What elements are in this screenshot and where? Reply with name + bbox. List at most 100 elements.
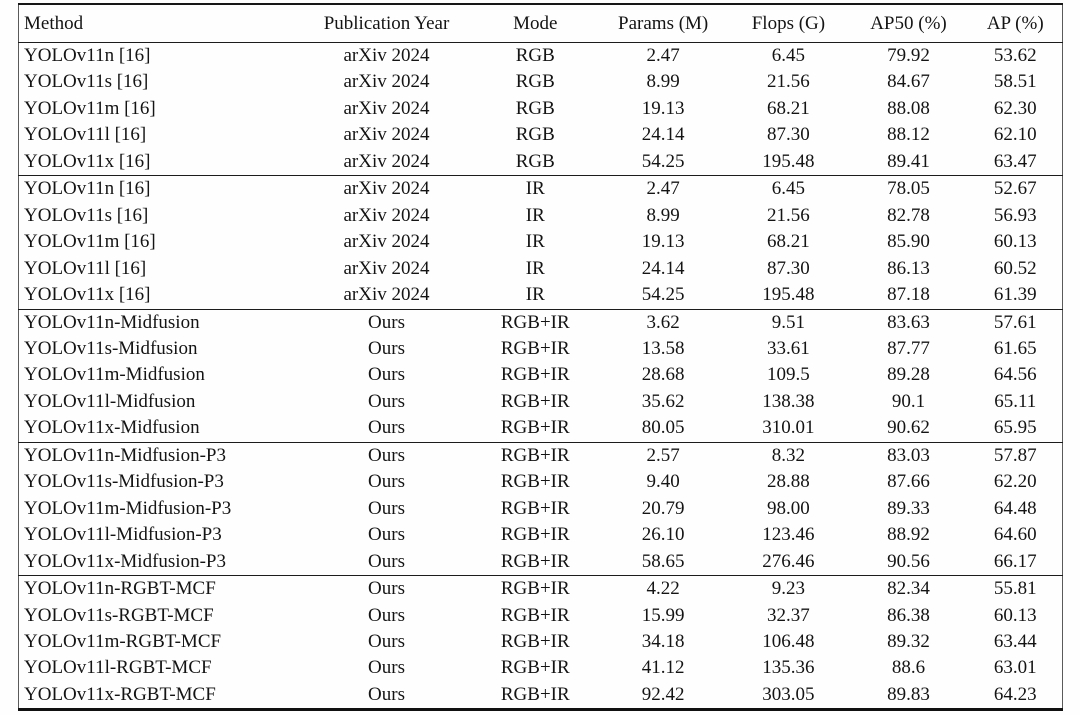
- value-cell: RGB: [515, 97, 555, 119]
- value-cell: 86.38: [887, 604, 930, 626]
- value-cell: IR: [525, 257, 545, 279]
- value-cell: RGB+IR: [500, 604, 570, 626]
- value-cell: Ours: [300, 575, 473, 603]
- value-cell: 20.79: [641, 497, 685, 519]
- value-cell: 26.10: [641, 524, 685, 546]
- value-cell: 65.95: [993, 417, 1037, 439]
- value-cell: IR: [525, 284, 545, 306]
- value-cell: 90.62: [887, 417, 930, 439]
- value-cell: 138.38: [762, 390, 815, 412]
- value-cell: 63.44: [993, 630, 1037, 652]
- value-cell: 135.36: [762, 657, 815, 679]
- value-cell: RGB: [515, 45, 555, 66]
- table-row: YOLOv11m [16] arXiv 2024 IR 19.13 68.21 85.90…: [19, 229, 1063, 255]
- table-row: YOLOv11s [16] arXiv 2024 IR 8.99 21.56 82.78 5…: [19, 203, 1063, 229]
- value-cell: 64.48: [993, 497, 1037, 519]
- value-cell: RGB+IR: [500, 471, 570, 493]
- value-cell: 88.12: [887, 124, 930, 146]
- value-cell: Ours: [368, 497, 405, 519]
- value-cell: arXiv 2024: [343, 124, 430, 146]
- value-cell: Ours: [368, 683, 405, 705]
- value-cell: 24.14: [641, 257, 685, 279]
- value-cell: 195.48: [762, 284, 815, 306]
- value-cell: arXiv 2024: [343, 150, 430, 172]
- method-cell: YOLOv11x [16]: [24, 284, 151, 306]
- value-cell: 58.51: [993, 71, 1037, 93]
- header-flops: Flops (G): [728, 4, 849, 43]
- value-cell: 15.99: [641, 604, 685, 626]
- method-cell: YOLOv11l-Midfusion-P3: [24, 524, 222, 546]
- value-cell: RGB+IR: [472, 575, 598, 603]
- value-cell: 83.03: [848, 441, 969, 470]
- value-cell: 63.01: [993, 657, 1037, 679]
- value-cell: 68.21: [767, 231, 810, 253]
- method-cell: YOLOv11s [16]: [24, 204, 149, 226]
- table-row: YOLOv11s-RGBT-MCF Ours RGB+IR 15.99 32.37 86.…: [19, 603, 1063, 629]
- value-cell: 86.13: [887, 257, 930, 279]
- value-cell: 89.83: [887, 683, 930, 705]
- value-cell: 106.48: [762, 630, 815, 652]
- value-cell: RGB+IR: [500, 390, 570, 412]
- value-cell: RGB+IR: [472, 441, 598, 470]
- table-row: YOLOv11s-Midfusion-P3 Ours RGB+IR 9.40 28.88…: [19, 469, 1063, 495]
- value-cell: 66.17: [993, 550, 1037, 572]
- table-row: YOLOv11m-Midfusion Ours RGB+IR 28.68 109.5 89…: [19, 362, 1063, 388]
- value-cell: Ours: [368, 364, 405, 386]
- value-cell: 87.18: [887, 284, 930, 306]
- header-method: Method: [18, 4, 301, 43]
- value-cell: RGB+IR: [500, 683, 570, 705]
- value-cell: Ours: [368, 524, 405, 546]
- value-cell: 6.45: [728, 175, 849, 203]
- value-cell: 89.28: [887, 364, 930, 386]
- value-cell: 303.05: [762, 683, 815, 705]
- value-cell: IR: [525, 231, 545, 253]
- method-cell: YOLOv11n-Midfusion: [18, 308, 301, 336]
- table-row: YOLOv11l [16] arXiv 2024 IR 24.14 87.30 86.13…: [19, 256, 1063, 282]
- value-cell: 87.30: [767, 257, 810, 279]
- method-cell: YOLOv11s-Midfusion: [24, 337, 198, 359]
- method-cell: YOLOv11l-RGBT-MCF: [24, 657, 212, 679]
- table-row: YOLOv11m-RGBT-MCF Ours RGB+IR 34.18 106.48 89…: [19, 629, 1063, 655]
- value-cell: 65.11: [994, 390, 1037, 412]
- value-cell: 82.78: [887, 204, 930, 226]
- value-cell: 9.23: [728, 575, 849, 603]
- method-cell: YOLOv11m-RGBT-MCF: [24, 630, 222, 652]
- table-row: YOLOv11l-Midfusion Ours RGB+IR 35.62 138.38 9…: [19, 389, 1063, 415]
- value-cell: 87.30: [767, 124, 810, 146]
- value-cell: arXiv 2024: [343, 45, 430, 66]
- value-cell: RGB: [515, 124, 555, 146]
- value-cell: 54.25: [641, 150, 685, 172]
- value-cell: arXiv 2024: [300, 175, 473, 203]
- value-cell: 8.99: [646, 204, 680, 226]
- value-cell: 21.56: [767, 204, 810, 226]
- value-cell: Ours: [368, 337, 405, 359]
- value-cell: RGB+IR: [500, 657, 570, 679]
- header-row: Method Publication Year Mode Params (M) …: [18, 4, 1063, 43]
- value-cell: 60.13: [993, 604, 1037, 626]
- value-cell: 109.5: [767, 364, 810, 386]
- table-header: Method Publication Year Mode Params (M) …: [18, 4, 1063, 43]
- header-params: Params (M): [597, 4, 729, 43]
- value-cell: 19.13: [641, 97, 685, 119]
- method-cell: YOLOv11s [16]: [24, 71, 149, 93]
- value-cell: Ours: [300, 441, 473, 470]
- table-row: YOLOv11n [16] arXiv 2024 IR 2.47 6.45 78.05 52…: [18, 175, 1063, 203]
- table-row: YOLOv11n-Midfusion-P3 Ours RGB+IR 2.57 8.32 8…: [18, 441, 1063, 470]
- method-cell: YOLOv11n [16]: [24, 45, 151, 66]
- method-cell: YOLOv11s-RGBT-MCF: [24, 604, 214, 626]
- value-cell: Ours: [300, 308, 473, 336]
- method-cell: YOLOv11m-Midfusion: [24, 364, 205, 386]
- value-cell: 90.1: [891, 390, 926, 412]
- value-cell: Ours: [368, 630, 405, 652]
- value-cell: Ours: [368, 390, 405, 412]
- value-cell: 32.37: [767, 604, 810, 626]
- method-cell: YOLOv11n-RGBT-MCF: [18, 575, 301, 603]
- value-cell: 56.93: [993, 204, 1037, 226]
- value-cell: 52.67: [968, 175, 1063, 203]
- table-body: YOLOv11n [16] arXiv 2024 RGB 2.47 6.45 79.92 5…: [18, 43, 1063, 710]
- method-cell: YOLOv11x-RGBT-MCF: [24, 683, 216, 705]
- value-cell: 195.48: [762, 150, 815, 172]
- value-cell: 90.56: [887, 550, 930, 572]
- value-cell: 98.00: [767, 497, 810, 519]
